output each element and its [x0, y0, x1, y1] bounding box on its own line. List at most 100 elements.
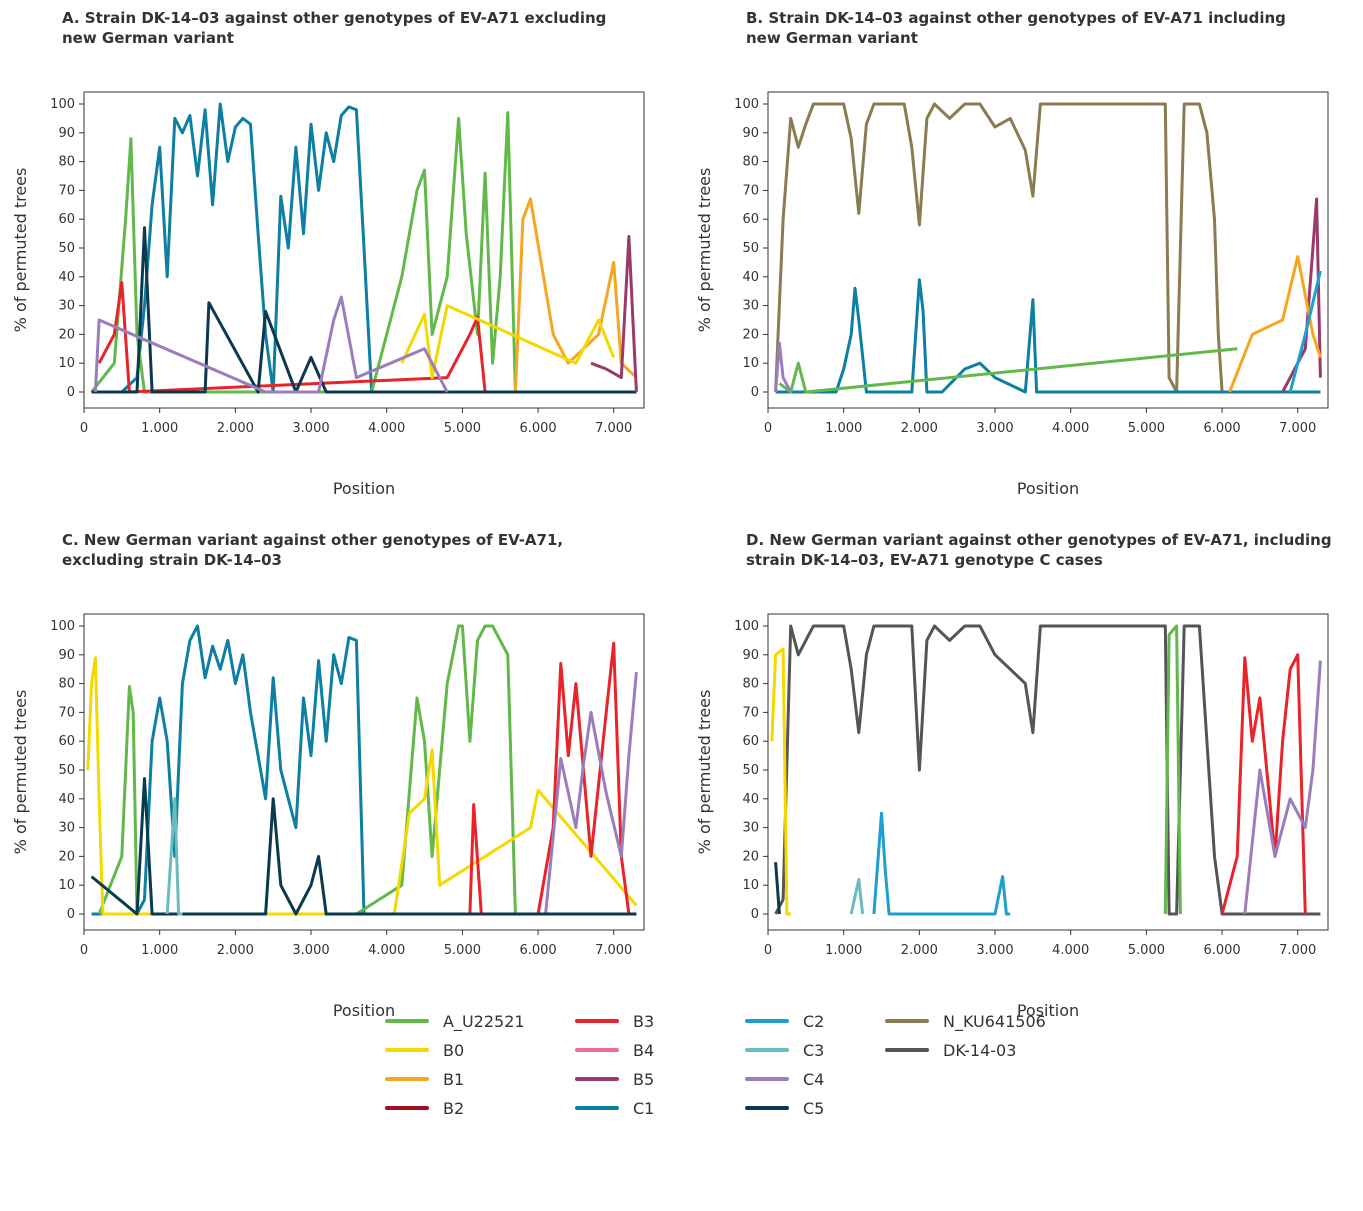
y-tick-label: 10	[58, 356, 75, 371]
x-tick-label: 7.000	[1279, 421, 1316, 436]
x-tick-label: 4.000	[1052, 421, 1089, 436]
series-line-N_KU641506	[774, 102, 1321, 394]
panel-title: D. New German variant against other geno…	[746, 531, 1332, 569]
x-tick-label: 6.000	[519, 943, 556, 958]
x-tick-label: 2.000	[217, 421, 254, 436]
legend-label: C2	[803, 1011, 825, 1031]
series-line-B0	[400, 304, 616, 380]
legend-item: B4	[575, 1039, 654, 1061]
chart-svg: 0 10 20 30 40 50 60 70 80 90 100 0 1.000 2.000 3.000 4.…	[11, 91, 645, 498]
x-tick-label: 1.000	[825, 421, 862, 436]
y-tick-label: 70	[58, 705, 75, 720]
legend-swatch	[885, 1048, 929, 1052]
y-tick-label: 10	[742, 356, 759, 371]
legend-swatch	[385, 1048, 429, 1052]
legend-item: N_KU641506	[885, 1010, 1046, 1032]
y-tick-label: 50	[58, 763, 75, 778]
legend-label: N_KU641506	[943, 1011, 1046, 1031]
series-line-C2	[1288, 270, 1322, 393]
y-axis-label: % of permuted trees	[11, 690, 30, 855]
series-line-B5	[1281, 197, 1322, 393]
panel-title: C. New German variant against other geno…	[62, 531, 564, 569]
y-axis-label: % of permuted trees	[11, 168, 30, 333]
y-tick-label: 80	[58, 155, 75, 170]
y-tick-label: 100	[50, 619, 75, 634]
legend-label: C3	[803, 1040, 825, 1060]
y-axis-label: % of permuted trees	[695, 168, 714, 333]
legend-swatch	[885, 1019, 929, 1023]
x-tick-label: 5.000	[444, 421, 481, 436]
legend-swatch	[745, 1106, 789, 1110]
series-line-B3	[1220, 653, 1307, 915]
y-tick-label: 40	[58, 792, 75, 807]
legend-swatch	[385, 1077, 429, 1081]
legend-swatch	[575, 1106, 619, 1110]
y-tick-label: 90	[58, 126, 75, 141]
series-line-C4	[544, 671, 638, 915]
x-tick-label: 7.000	[595, 421, 632, 436]
x-tick-label: 1.000	[141, 421, 178, 436]
legend-label: DK-14-03	[943, 1040, 1017, 1060]
y-tick-label: 30	[742, 821, 759, 836]
x-tick-label: 4.000	[1052, 943, 1089, 958]
y-tick-label: 50	[58, 241, 75, 256]
panel-title: A. Strain DK-14–03 against other genotyp…	[62, 9, 607, 47]
legend-label: B1	[443, 1069, 465, 1089]
y-tick-label: 30	[58, 299, 75, 314]
legend-swatch	[745, 1048, 789, 1052]
x-axis-label: Position	[1017, 1001, 1079, 1020]
panel-title: B. Strain DK-14–03 against other genotyp…	[746, 9, 1286, 47]
y-tick-label: 50	[742, 763, 759, 778]
x-tick-label: 1.000	[825, 943, 862, 958]
legend-swatch	[745, 1077, 789, 1081]
legend-item: B0	[385, 1039, 464, 1061]
y-tick-label: 50	[742, 241, 759, 256]
series-line-C2	[872, 811, 1011, 916]
x-tick-label: 3.000	[976, 421, 1013, 436]
y-tick-label: 0	[67, 907, 75, 922]
series-line-C3	[849, 877, 865, 915]
y-tick-label: 60	[742, 212, 759, 227]
x-tick-label: 2.000	[901, 421, 938, 436]
x-tick-label: 2.000	[901, 943, 938, 958]
y-tick-label: 10	[742, 878, 759, 893]
series-line-C4	[1243, 660, 1322, 915]
x-tick-label: 1.000	[141, 943, 178, 958]
legend-swatch	[385, 1106, 429, 1110]
y-tick-label: 0	[751, 907, 759, 922]
x-tick-label: 3.000	[292, 943, 329, 958]
x-tick-label: 6.000	[1203, 943, 1240, 958]
x-tick-label: 4.000	[368, 943, 405, 958]
x-tick-label: 5.000	[444, 943, 481, 958]
legend-swatch	[385, 1019, 429, 1023]
legend-item: C1	[575, 1097, 654, 1119]
series-line-C3	[165, 797, 183, 916]
legend-label: B3	[633, 1011, 655, 1031]
y-tick-label: 20	[742, 849, 759, 864]
legend-swatch	[575, 1077, 619, 1081]
y-tick-label: 20	[58, 327, 75, 342]
chart-svg: 0 10 20 30 40 50 60 70 80 90 100 0 1.000 2.000 3.000 4.…	[695, 613, 1329, 1020]
y-tick-label: 0	[67, 385, 75, 400]
legend-item: C5	[745, 1097, 824, 1119]
y-tick-label: 70	[58, 183, 75, 198]
y-tick-label: 100	[734, 619, 759, 634]
chart-svg: 0 10 20 30 40 50 60 70 80 90 100 0 1.000 2.000 3.000 4.…	[11, 613, 645, 1020]
y-tick-label: 90	[742, 126, 759, 141]
chart-svg: 0 10 20 30 40 50 60 70 80 90 100 0 1.000 2.000 3.000 4.…	[695, 91, 1329, 498]
y-tick-label: 60	[58, 212, 75, 227]
y-tick-label: 30	[58, 821, 75, 836]
x-tick-label: 2.000	[217, 943, 254, 958]
series-line-C5	[90, 777, 637, 916]
legend-item: C2	[745, 1010, 824, 1032]
legend-label: C4	[803, 1069, 825, 1089]
legend-label: B4	[633, 1040, 655, 1060]
x-axis-label: Position	[1017, 479, 1079, 498]
x-tick-label: 3.000	[976, 943, 1013, 958]
legend-item: A_U22521	[385, 1010, 525, 1032]
legend-swatch	[575, 1019, 619, 1023]
panel-d: D. New German variant against other geno…	[684, 522, 1363, 1052]
x-tick-label: 4.000	[368, 421, 405, 436]
x-tick-label: 0	[764, 943, 772, 958]
y-tick-label: 0	[751, 385, 759, 400]
